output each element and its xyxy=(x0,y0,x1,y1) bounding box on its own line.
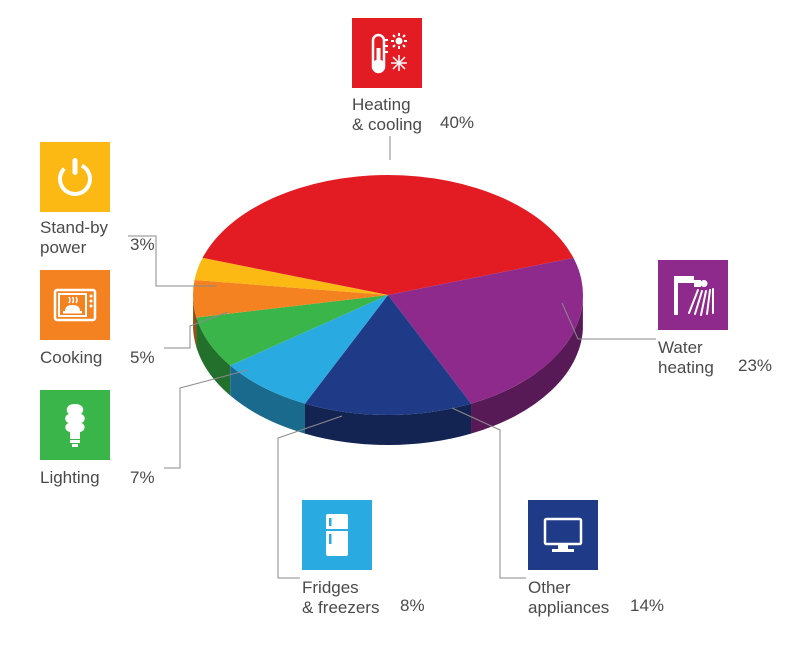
water-text: Waterheating xyxy=(658,338,714,377)
heating-pct: 40% xyxy=(440,113,474,133)
lighting-label: Lighting xyxy=(40,468,100,488)
fridges-pct: 8% xyxy=(400,596,425,616)
other-icon xyxy=(528,500,598,570)
cooking-pct: 5% xyxy=(130,348,155,368)
other-text: Otherappliances xyxy=(528,578,609,617)
heating-icon xyxy=(352,18,422,88)
cooking-text: Cooking xyxy=(40,348,102,367)
lighting-icon xyxy=(40,390,110,460)
cooking-icon xyxy=(40,270,110,340)
lighting-text: Lighting xyxy=(40,468,100,487)
cooking-label: Cooking xyxy=(40,348,102,368)
energy-pie-infographic: { "chart": { "type": "pie-3d", "cx": 388… xyxy=(0,0,800,661)
other-label: Otherappliances xyxy=(528,578,609,617)
fridges-icon xyxy=(302,500,372,570)
lighting-pct: 7% xyxy=(130,468,155,488)
fridges-text: Fridges& freezers xyxy=(302,578,379,617)
fridges-label: Fridges& freezers xyxy=(302,578,379,617)
heating-label: Heating& cooling xyxy=(352,95,422,134)
water-icon xyxy=(658,260,728,330)
standby-pct: 3% xyxy=(130,235,155,255)
standby-label: Stand-bypower xyxy=(40,218,108,257)
standby-text: Stand-bypower xyxy=(40,218,108,257)
standby-icon xyxy=(40,142,110,212)
water-label: Waterheating xyxy=(658,338,714,377)
water-pct: 23% xyxy=(738,356,772,376)
other-pct: 14% xyxy=(630,596,664,616)
heating-text: Heating& cooling xyxy=(352,95,422,134)
